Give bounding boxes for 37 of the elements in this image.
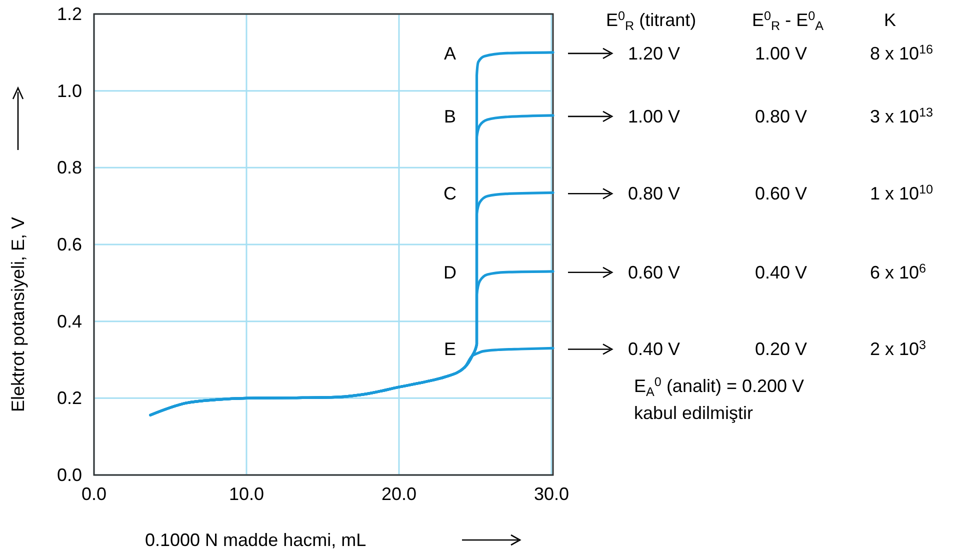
text: 0.40 V bbox=[755, 262, 808, 282]
y-tick-label: 0.6 bbox=[56, 234, 82, 254]
text: 0.80 V bbox=[628, 184, 680, 204]
y-tick-label: 0.2 bbox=[56, 388, 82, 408]
x-tick-label: 20.0 bbox=[381, 484, 417, 504]
text: 1 x 10$^{10}$ bbox=[870, 182, 934, 204]
y-tick-label: 1.0 bbox=[56, 80, 82, 101]
y-axis-title: Elektrot potansiyeli, E, V bbox=[8, 216, 28, 412]
y-tick-label: 0.4 bbox=[56, 311, 82, 332]
text: 1.20 V bbox=[628, 43, 680, 64]
text: 1.00 V bbox=[755, 43, 808, 64]
annotation: A bbox=[444, 43, 456, 64]
x-tick-label: 0.0 bbox=[81, 484, 107, 504]
annotation: D bbox=[444, 262, 456, 282]
annotation: C bbox=[444, 184, 456, 204]
text: 6 x 10$^{6}$ bbox=[870, 262, 926, 282]
annotation: B bbox=[444, 106, 456, 126]
y-tick-label: 0.8 bbox=[56, 158, 82, 178]
text: 0.40 V bbox=[628, 339, 680, 360]
text: 1.00 V bbox=[628, 106, 680, 126]
y-tick-label: 0.0 bbox=[56, 465, 82, 485]
text: 3 x 10$^{13}$ bbox=[870, 106, 934, 126]
x-axis-title: 0.1000 N madde hacmi, mL bbox=[145, 530, 366, 550]
text: 0.60 V bbox=[628, 262, 680, 282]
text: K bbox=[884, 10, 896, 30]
x-tick-label: 10.0 bbox=[228, 484, 264, 504]
y-tick-label: 1.2 bbox=[56, 4, 82, 24]
text: 0.60 V bbox=[755, 184, 808, 204]
annotation: E bbox=[444, 339, 456, 360]
text: kabul edilmiştir bbox=[634, 403, 754, 423]
text: E$_{A}$$^{0}$ (analit) = 0.200 V bbox=[634, 375, 804, 399]
text: 0.20 V bbox=[755, 339, 808, 360]
text: E$^{0}$$_{R}$ (titrant) bbox=[606, 9, 696, 33]
text: 2 x 10$^{3}$ bbox=[870, 338, 926, 360]
text: 0.80 V bbox=[755, 106, 808, 126]
x-tick-label: 30.0 bbox=[534, 484, 569, 504]
text: 8 x 10$^{16}$ bbox=[870, 42, 934, 64]
